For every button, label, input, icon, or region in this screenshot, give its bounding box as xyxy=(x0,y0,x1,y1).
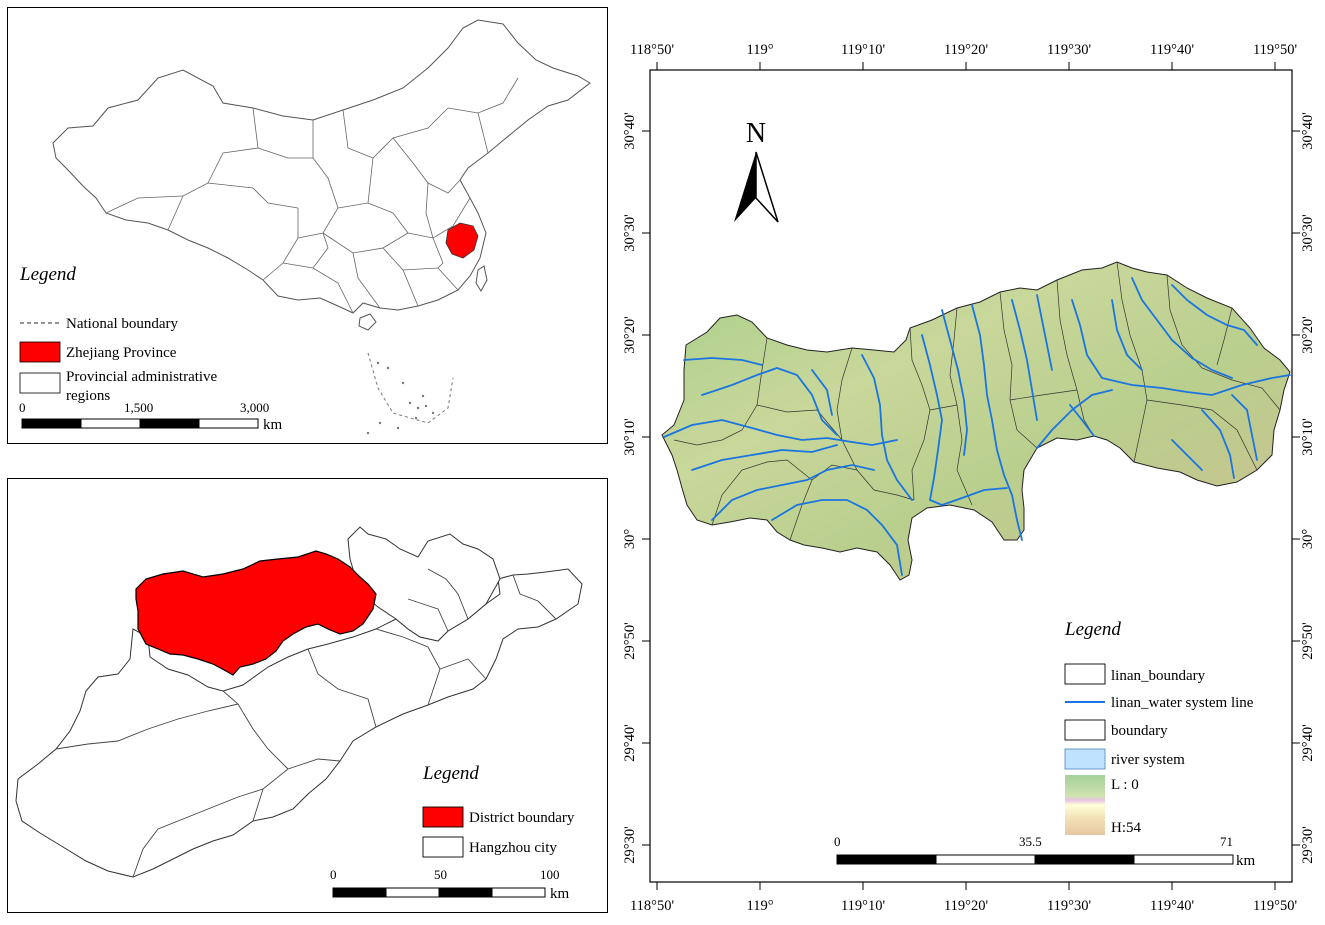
detail-legend-title: Legend xyxy=(1064,619,1121,640)
national-legend-title: Legend xyxy=(19,264,76,285)
legend-zhejiang: Zhejiang Province xyxy=(66,345,177,361)
bottom-tick-1: 119° xyxy=(746,898,773,914)
detail-scale-tick-2: 71 xyxy=(1220,834,1233,849)
detail-map: 118°50' 119° 119°10' 119°20' 119°30' 119… xyxy=(622,42,1316,914)
right-tick-4: 30° xyxy=(1300,529,1316,550)
right-tick-3: 30°10' xyxy=(1300,418,1316,455)
detail-scale-tick-0: 0 xyxy=(834,834,841,849)
top-tick-1: 119° xyxy=(746,42,773,58)
left-tick-5: 29°50' xyxy=(622,622,638,659)
legend-provincial-line2: regions xyxy=(66,388,110,404)
provincial-swatch xyxy=(19,372,61,394)
city-scale-bar xyxy=(332,887,546,898)
hangzhou-outline-north xyxy=(347,526,501,642)
district-swatch xyxy=(422,806,464,828)
national-map: Legend National boundary Zhejiang Provin… xyxy=(19,19,591,435)
legend-elev-low: L : 0 xyxy=(1111,777,1139,793)
legend-provincial: Provincial administrative xyxy=(66,369,218,385)
linan-boundary-swatch xyxy=(1064,663,1106,685)
left-tick-6: 29°40' xyxy=(622,724,638,761)
top-tick-3: 119°20' xyxy=(944,42,988,58)
right-tick-7: 29°30' xyxy=(1300,826,1316,863)
elevation-ramp-swatch xyxy=(1065,775,1105,835)
hainan-island xyxy=(358,313,377,331)
right-tick-1: 30°30' xyxy=(1300,214,1316,251)
top-tick-4: 119°30' xyxy=(1047,42,1091,58)
national-scale-tick-0: 0 xyxy=(19,400,26,415)
river-network xyxy=(663,277,1291,576)
left-tick-3: 30°10' xyxy=(622,418,638,455)
zhejiang-province xyxy=(445,222,479,259)
top-tick-6: 119°50' xyxy=(1253,42,1297,58)
top-tick-0: 118°50' xyxy=(630,42,674,58)
bottom-tick-3: 119°20' xyxy=(944,898,988,914)
legend-hangzhou-city: Hangzhou city xyxy=(469,840,557,856)
city-scale-tick-0: 0 xyxy=(330,867,337,882)
national-scale-unit: km xyxy=(263,417,283,433)
south-china-sea-islands xyxy=(366,361,435,435)
city-map: Legend District boundary Hangzhou city 0… xyxy=(15,526,583,902)
district-boundary-linan xyxy=(135,550,377,676)
bottom-tick-5: 119°40' xyxy=(1150,898,1194,914)
bottom-tick-4: 119°30' xyxy=(1047,898,1091,914)
boundary-swatch xyxy=(1064,719,1106,741)
national-scale-tick-1: 1,500 xyxy=(124,400,153,415)
bottom-tick-0: 118°50' xyxy=(630,898,674,914)
city-district-boundaries xyxy=(55,568,557,878)
left-tick-0: 30°40' xyxy=(622,112,638,149)
right-tick-5: 29°50' xyxy=(1300,622,1316,659)
left-tick-2: 30°20' xyxy=(622,316,638,353)
bottom-tick-6: 119°50' xyxy=(1253,898,1297,914)
north-arrow-icon xyxy=(734,151,779,223)
taiwan-island xyxy=(475,265,488,292)
right-tick-0: 30°40' xyxy=(1300,112,1316,149)
city-legend-title: Legend xyxy=(422,763,479,784)
bottom-tick-2: 119°10' xyxy=(841,898,885,914)
legend-linan-water-system: linan_water system line xyxy=(1111,695,1254,711)
china-outline xyxy=(52,19,591,314)
detail-scale-unit: km xyxy=(1236,853,1256,869)
legend-boundary: boundary xyxy=(1111,723,1168,739)
detail-scale-bar xyxy=(836,854,1234,865)
detail-scale-tick-1: 35.5 xyxy=(1019,834,1042,849)
legend-linan-boundary: linan_boundary xyxy=(1111,668,1206,684)
city-map-panel: Legend District boundary Hangzhou city 0… xyxy=(7,478,608,913)
north-arrow-label: N xyxy=(746,118,766,149)
lat-tick-marks xyxy=(642,130,1300,846)
left-tick-4: 30° xyxy=(622,529,638,550)
national-map-panel: Legend National boundary Zhejiang Provin… xyxy=(7,7,608,444)
right-tick-6: 29°40' xyxy=(1300,724,1316,761)
city-scale-tick-2: 100 xyxy=(540,867,560,882)
city-scale-tick-1: 50 xyxy=(434,867,447,882)
hangzhou-swatch xyxy=(422,836,464,858)
national-boundary-dashed xyxy=(367,352,454,424)
top-tick-5: 119°40' xyxy=(1150,42,1194,58)
legend-elev-high: H:54 xyxy=(1111,820,1142,836)
left-tick-7: 29°30' xyxy=(622,826,638,863)
river-system-swatch xyxy=(1064,748,1106,770)
detail-map-container: 118°50' 119° 119°10' 119°20' 119°30' 119… xyxy=(612,0,1325,920)
legend-river-system: river system xyxy=(1111,752,1185,768)
provincial-boundaries xyxy=(105,77,519,314)
top-tick-2: 119°10' xyxy=(841,42,885,58)
legend-district-boundary: District boundary xyxy=(469,810,575,826)
right-tick-2: 30°20' xyxy=(1300,316,1316,353)
legend-national-boundary: National boundary xyxy=(66,316,179,332)
national-scale-bar xyxy=(21,418,259,429)
city-scale-unit: km xyxy=(550,886,570,902)
zhejiang-swatch xyxy=(19,341,61,363)
lon-tick-marks xyxy=(656,62,1276,890)
national-scale-tick-2: 3,000 xyxy=(240,400,269,415)
left-tick-1: 30°30' xyxy=(622,214,638,251)
